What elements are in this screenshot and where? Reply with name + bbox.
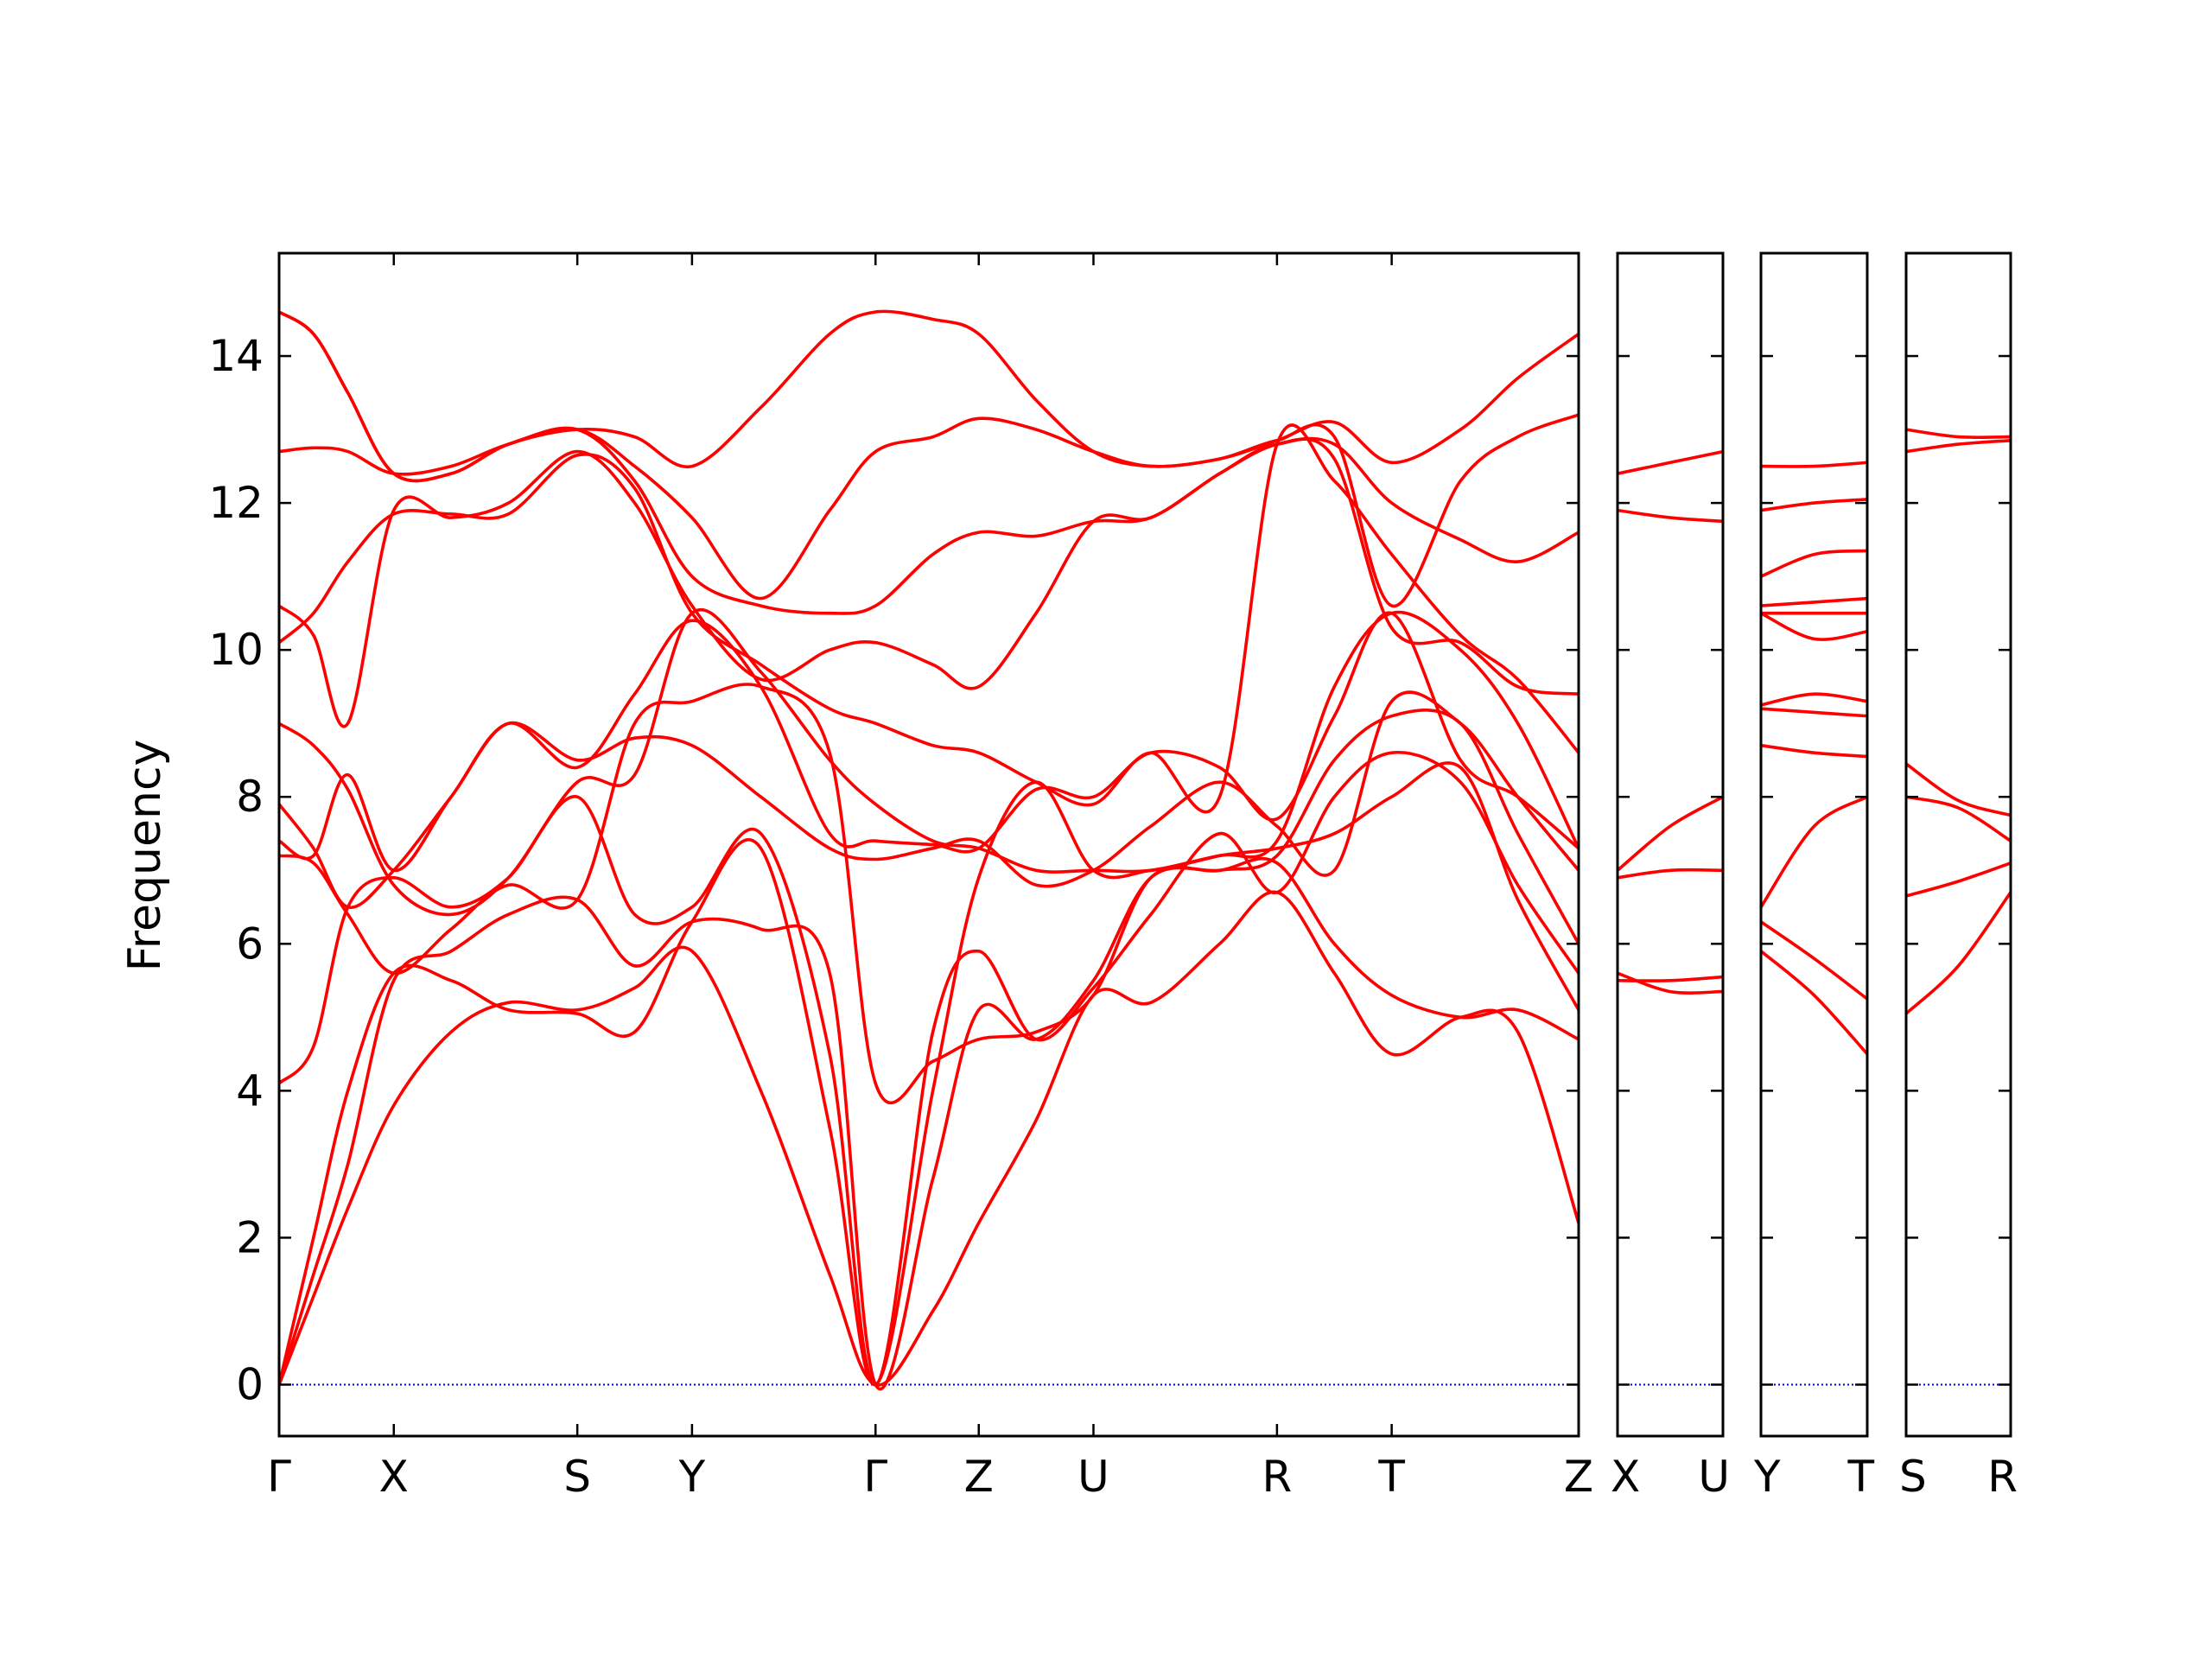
band-line-main-1: [279, 890, 1579, 1387]
x-tick-label-S-R-1: S: [1899, 1452, 1927, 1502]
x-tick-label-X-U-2: U: [1698, 1452, 1730, 1502]
band-line-main-7: [279, 611, 1579, 909]
x-tick-label-main-10: Z: [1564, 1452, 1593, 1502]
y-tick-label-2: 2: [236, 1212, 264, 1262]
band-line-main-10: [279, 437, 1579, 728]
x-tick-label-Y-T-1: Y: [1753, 1452, 1781, 1502]
y-tick-label-6: 6: [236, 918, 264, 969]
x-tick-label-main-9: T: [1377, 1452, 1405, 1502]
band-line-S-R-3: [1906, 795, 2011, 842]
y-tick-label-12: 12: [208, 478, 264, 528]
x-tick-label-main-5: Γ: [863, 1452, 887, 1502]
x-tick-label-main-6: Z: [964, 1452, 994, 1502]
panel-frame-X-U: [1616, 251, 1725, 1438]
x-tick-label-main-4: Y: [678, 1452, 706, 1502]
y-tick-label-10: 10: [208, 625, 264, 675]
band-line-Y-T-6: [1761, 692, 1867, 707]
band-line-X-U-6: [1618, 449, 1723, 475]
x-tick-label-main-2: X: [379, 1452, 409, 1502]
y-tick-label-8: 8: [236, 772, 264, 822]
band-line-S-R-1: [1906, 891, 2011, 1015]
band-line-X-U-1: [1618, 971, 1723, 995]
band-line-Y-T-1: [1761, 950, 1867, 1056]
x-tick-label-main-8: R: [1262, 1452, 1293, 1502]
y-tick-label-14: 14: [208, 331, 264, 381]
band-line-Y-T-10: [1761, 549, 1867, 578]
band-line-main-6: [279, 690, 1579, 888]
band-line-Y-T-12: [1761, 461, 1867, 468]
band-line-main-2: [279, 857, 1579, 1391]
band-line-Y-T-3: [1761, 795, 1867, 908]
x-tick-label-S-R-2: R: [1987, 1452, 2018, 1502]
band-line-main-5: [279, 683, 1579, 1104]
band-line-S-R-6: [1906, 428, 2011, 440]
band-line-Y-T-11: [1761, 498, 1867, 512]
band-line-main-4: [279, 750, 1579, 1387]
band-line-main-11: [279, 426, 1579, 615]
band-line-Y-T-5: [1761, 707, 1867, 718]
x-tick-label-main-7: U: [1077, 1452, 1109, 1502]
band-line-main-9: [279, 423, 1579, 814]
band-line-main-13: [279, 309, 1579, 483]
band-line-main-3: [279, 761, 1579, 1387]
band-line-X-U-4: [1618, 795, 1723, 872]
band-line-S-R-4: [1906, 762, 2011, 817]
x-tick-label-Y-T-2: T: [1847, 1452, 1874, 1502]
band-line-Y-T-2: [1761, 920, 1867, 1001]
y-tick-label-4: 4: [236, 1065, 264, 1116]
panel-frame-S-R: [1904, 251, 2012, 1438]
band-line-S-R-5: [1906, 439, 2011, 454]
y-tick-label-0: 0: [236, 1359, 264, 1409]
panel-frame-Y-T: [1759, 251, 1869, 1438]
band-line-X-U-2: [1618, 975, 1723, 982]
x-tick-label-X-U-1: X: [1611, 1452, 1640, 1502]
band-line-S-R-2: [1906, 861, 2011, 898]
band-line-Y-T-9: [1761, 596, 1867, 607]
x-tick-label-main-3: S: [563, 1452, 591, 1502]
band-line-main-8: [279, 608, 1579, 917]
y-axis-label: Frequency: [119, 740, 171, 972]
band-line-X-U-5: [1618, 508, 1723, 524]
band-line-X-U-3: [1618, 868, 1723, 880]
panel-frame-main: [277, 251, 1580, 1438]
band-line-Y-T-7: [1761, 612, 1867, 641]
band-line-Y-T-4: [1761, 743, 1867, 759]
x-tick-label-main-1: Γ: [267, 1452, 291, 1502]
